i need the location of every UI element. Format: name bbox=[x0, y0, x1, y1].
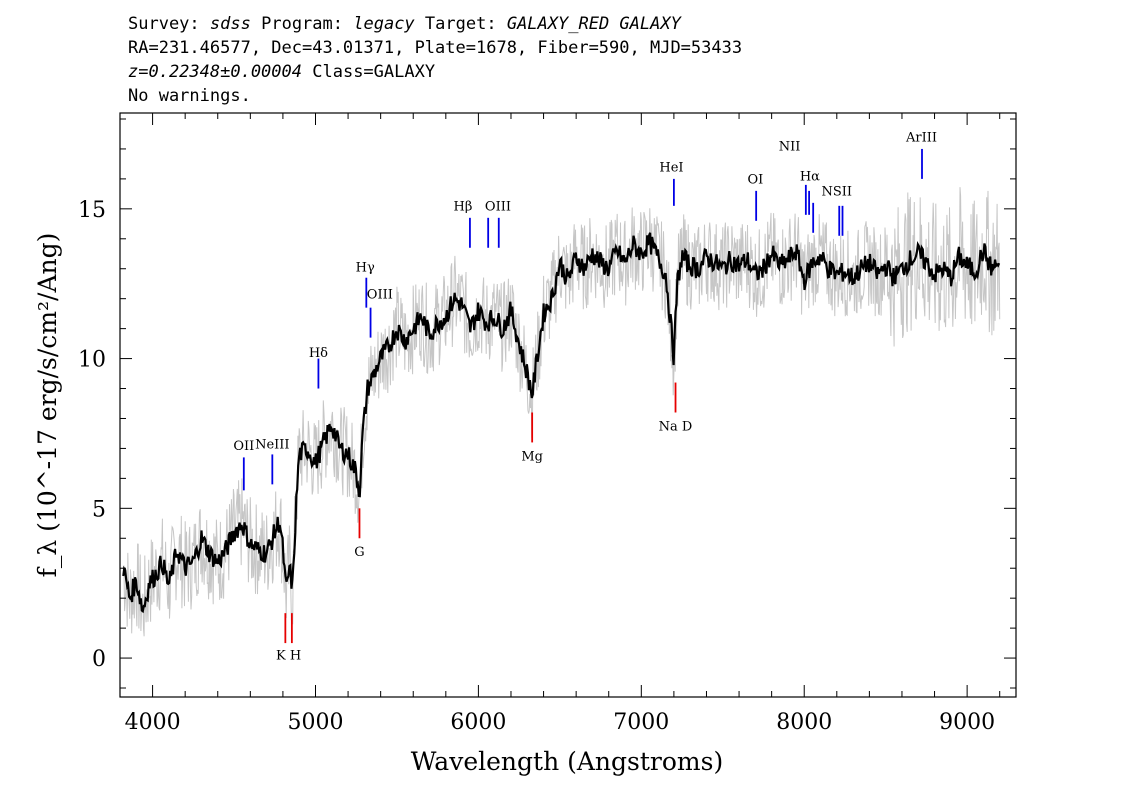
emission-line-label: NII bbox=[779, 139, 801, 154]
emission-line-label: Hγ bbox=[356, 261, 375, 276]
x-axis-title: Wavelength (Angstroms) bbox=[411, 747, 723, 776]
emission-line-label: OIII bbox=[367, 288, 393, 303]
emission-line-label: ArIII bbox=[905, 130, 937, 145]
program-value: legacy bbox=[353, 14, 415, 34]
header-line-4: No warnings. bbox=[128, 86, 251, 106]
survey-label: Survey: bbox=[128, 14, 200, 34]
header-line-3: z=0.22348±0.00004 Class=GALAXY bbox=[128, 60, 742, 84]
header-line-1: Survey: sdss Program: legacy Target: GAL… bbox=[128, 12, 742, 36]
emission-line-label: OII bbox=[233, 439, 254, 454]
y-tick-label: 10 bbox=[78, 348, 106, 373]
survey-value: sdss bbox=[209, 14, 251, 34]
axis-ticks bbox=[120, 113, 1016, 697]
emission-line-label: OI bbox=[747, 172, 763, 187]
y-tick-label: 15 bbox=[78, 198, 106, 223]
x-tick-label: 6000 bbox=[450, 710, 506, 735]
x-tick-label: 7000 bbox=[613, 710, 669, 735]
flux-line bbox=[122, 232, 1001, 614]
absorption-line-label: Mg bbox=[521, 449, 543, 464]
redshift-value: z=0.22348±0.00004 bbox=[128, 62, 302, 82]
y-tick-label: 0 bbox=[92, 647, 106, 672]
x-tick-label: 4000 bbox=[125, 710, 181, 735]
emission-line-label: Hδ bbox=[309, 346, 328, 361]
y-axis-title: f_λ (10^-17 erg/s/cm²/Ang) bbox=[33, 233, 62, 578]
plot-frame bbox=[119, 112, 1017, 698]
flux-series bbox=[122, 232, 1001, 614]
tick-labels: 4000 5000 6000 7000 8000 9000 0 5 10 15 bbox=[78, 198, 995, 735]
y-tick-label: 5 bbox=[92, 497, 106, 522]
emission-line-label: NeIII bbox=[255, 437, 289, 452]
emission-line-label: OIII bbox=[485, 199, 511, 214]
emission-line-label: HeI bbox=[659, 160, 683, 175]
error-band bbox=[122, 187, 1001, 637]
header-line-2: RA=231.46577, Dec=43.01371, Plate=1678, … bbox=[128, 38, 743, 58]
x-tick-label: 5000 bbox=[287, 710, 343, 735]
spectrum-header: Survey: sdss Program: legacy Target: GAL… bbox=[128, 12, 742, 108]
target-label: Target: bbox=[424, 14, 497, 34]
emission-line-label: NSII bbox=[822, 184, 853, 199]
x-tick-label: 9000 bbox=[939, 710, 995, 735]
y-axis-title-text: f_λ (10^-17 erg/s/cm²/Ang) bbox=[33, 233, 62, 578]
emission-line-label: Hβ bbox=[453, 199, 472, 214]
error-line bbox=[122, 187, 1001, 637]
class-value: Class=GALAXY bbox=[312, 62, 436, 82]
x-tick-label: 8000 bbox=[776, 710, 832, 735]
absorption-line-label: G bbox=[354, 545, 364, 560]
target-value: GALAXY_RED GALAXY bbox=[506, 14, 681, 34]
emission-line-label: Hα bbox=[800, 169, 820, 184]
program-label: Program: bbox=[261, 14, 343, 34]
absorption-line-label: Na D bbox=[659, 419, 693, 434]
absorption-line-label: K H bbox=[276, 649, 301, 664]
